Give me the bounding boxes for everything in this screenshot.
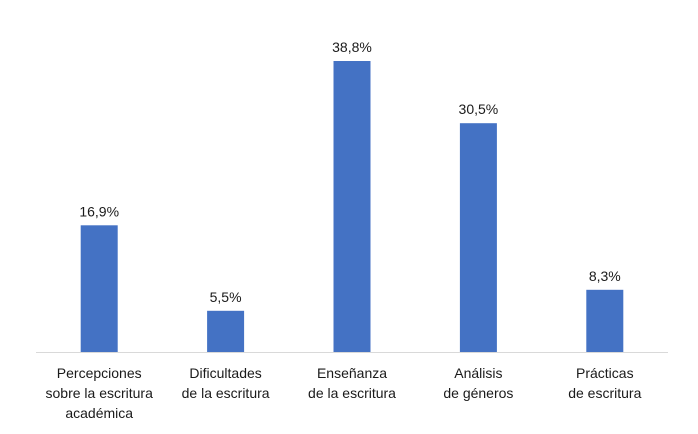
bar <box>80 225 118 353</box>
bar <box>459 123 497 352</box>
category-label-line: de géneros <box>443 385 513 401</box>
category-label: Enseñanza de la escritura <box>308 365 396 401</box>
category-label-line: Enseñanza <box>317 365 387 381</box>
category-label: Prácticas de escritura <box>568 365 641 401</box>
value-labels-group: 16,9% 5,5% 38,8% 30,5% 8,3% <box>79 39 620 305</box>
data-label: 38,8% <box>332 39 372 55</box>
data-label: 30,5% <box>459 101 499 117</box>
category-label-line: Análisis <box>454 365 502 381</box>
data-label: 8,3% <box>589 268 621 284</box>
category-label-line: Percepciones <box>57 365 142 381</box>
category-labels-group: Percepciones sobre la escritura académica D… <box>46 365 642 421</box>
bar <box>333 61 371 352</box>
bar <box>586 289 624 353</box>
category-label-line: Prácticas <box>576 365 634 381</box>
category-label-line: Dificultades <box>189 365 261 381</box>
category-label-line: de la escritura <box>182 385 270 401</box>
category-label-line: de escritura <box>568 385 641 401</box>
category-label: Análisis de géneros <box>443 365 513 401</box>
data-label: 5,5% <box>210 289 242 305</box>
bars-group <box>80 61 624 353</box>
category-label-line: de la escritura <box>308 385 396 401</box>
category-label-line: académica <box>65 405 133 421</box>
data-label: 16,9% <box>79 203 119 219</box>
category-label: Dificultades de la escritura <box>182 365 270 401</box>
category-label: Percepciones sobre la escritura académica <box>46 365 154 421</box>
bar <box>207 310 245 353</box>
category-label-line: sobre la escritura <box>46 385 154 401</box>
